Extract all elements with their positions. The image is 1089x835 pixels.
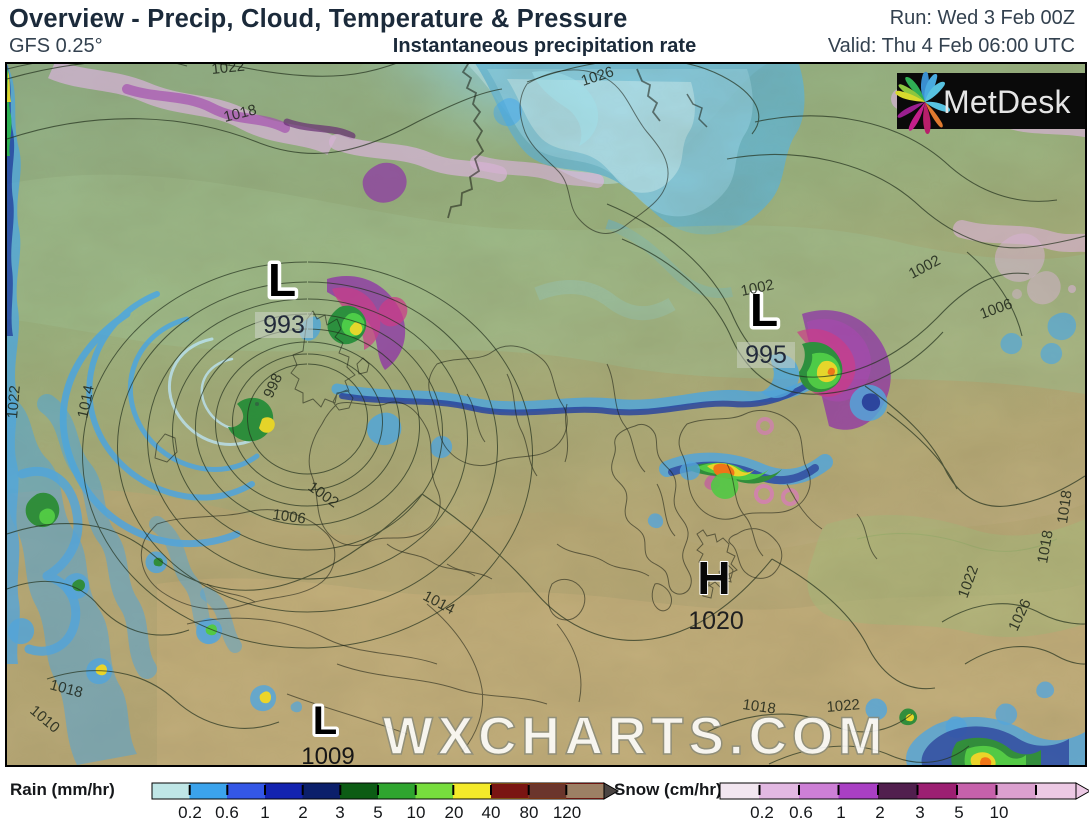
svg-text:1020: 1020 — [688, 607, 744, 635]
svg-text:1022: 1022 — [7, 385, 24, 420]
svg-text:993: 993 — [263, 311, 305, 339]
svg-text:WXCHARTS.COM: WXCHARTS.COM — [383, 707, 888, 765]
svg-text:MetDesk: MetDesk — [943, 84, 1071, 120]
svg-text:L: L — [268, 254, 296, 306]
svg-text:995: 995 — [745, 341, 787, 369]
svg-text:H: H — [697, 552, 730, 604]
svg-text:1009: 1009 — [301, 743, 354, 765]
svg-text:L: L — [313, 699, 337, 743]
